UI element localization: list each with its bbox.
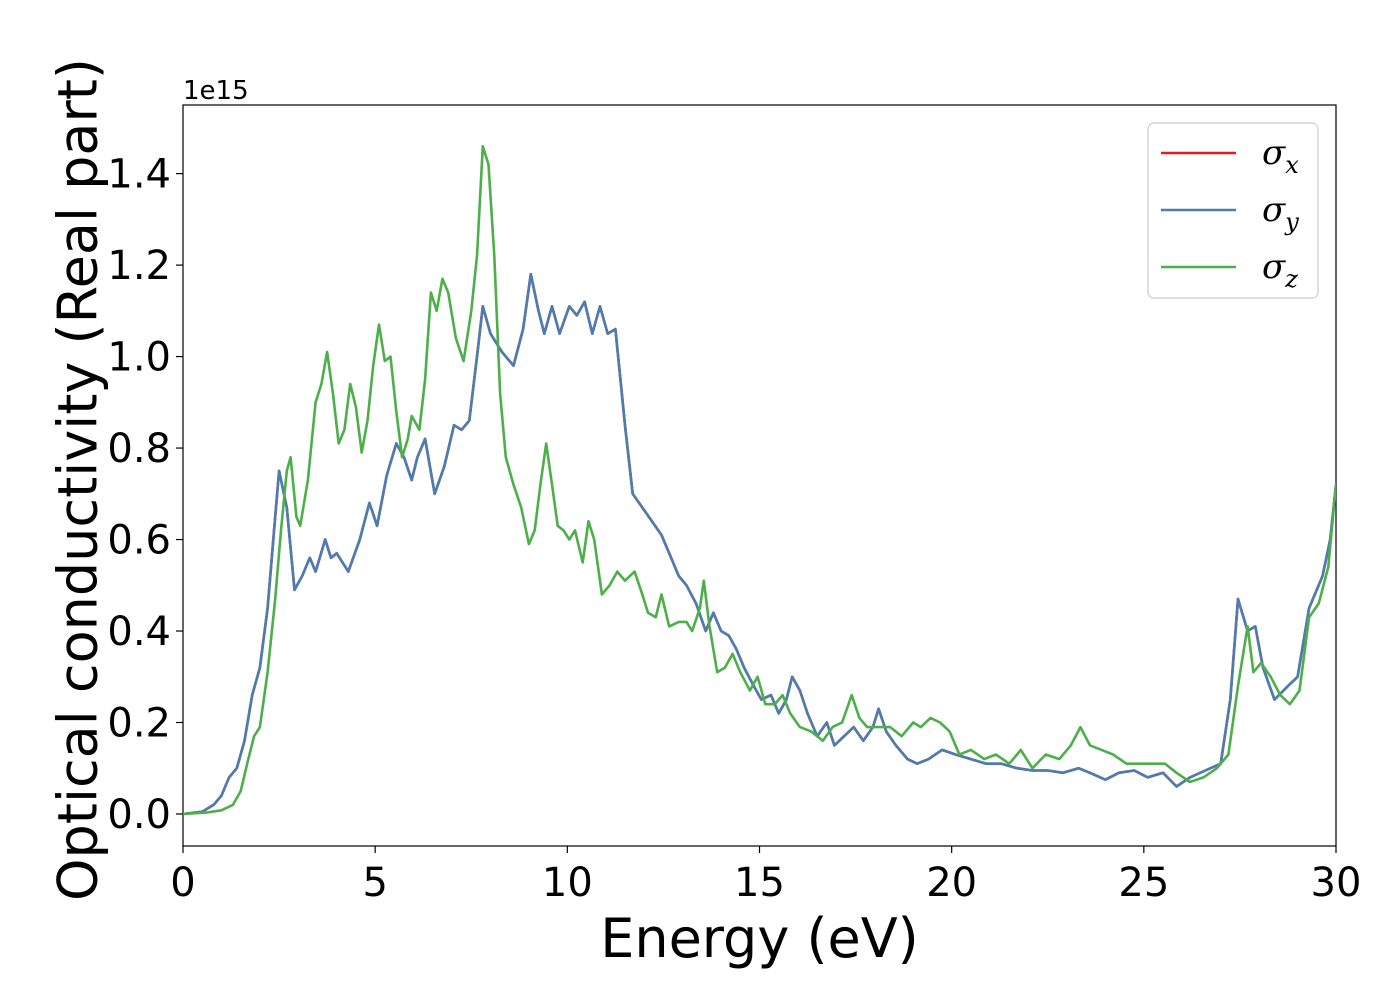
y-tick-label: 1.0 [107,335,171,381]
y-tick-label: 0.6 [107,518,171,564]
y-tick-label: 0.0 [107,792,171,838]
y-tick-label: 0.4 [107,609,171,655]
series-line-z [183,144,1336,816]
legend-subscript: x [1285,151,1299,179]
y-tick-label: 1.2 [107,243,171,289]
y-tick-label: 0.8 [107,426,171,472]
x-axis-label: Energy (eV) [600,907,919,970]
y-axis-label: Optical conductivity (Real part) [47,58,110,901]
legend-symbol: σ [1262,133,1286,173]
legend-label-x: σx [1262,133,1299,179]
legend-subscript: z [1284,265,1298,293]
y-tick-label: 1.4 [107,152,171,198]
x-tick-label: 25 [1118,860,1169,906]
x-axis-ticks: 0 5 10 15 20 25 30 [170,846,1361,906]
x-tick-label: 15 [734,860,785,906]
series-line-y [183,272,1336,816]
legend-label-y: σy [1262,190,1299,236]
y-axis-ticks: 0.0 0.2 0.4 0.6 0.8 1.0 1.2 1.4 [107,152,183,838]
legend-label-z: σz [1262,247,1298,293]
legend-symbol: σ [1262,247,1286,287]
x-tick-label: 10 [542,860,593,906]
series-layer [183,144,1336,816]
x-tick-label: 20 [926,860,977,906]
y-offset-label: 1e15 [183,76,249,106]
y-tick-label: 0.2 [107,701,171,747]
legend-symbol: σ [1262,190,1286,230]
x-tick-label: 30 [1311,860,1362,906]
legend-subscript: y [1284,208,1299,236]
x-tick-label: 0 [170,860,195,906]
x-tick-label: 5 [362,860,387,906]
